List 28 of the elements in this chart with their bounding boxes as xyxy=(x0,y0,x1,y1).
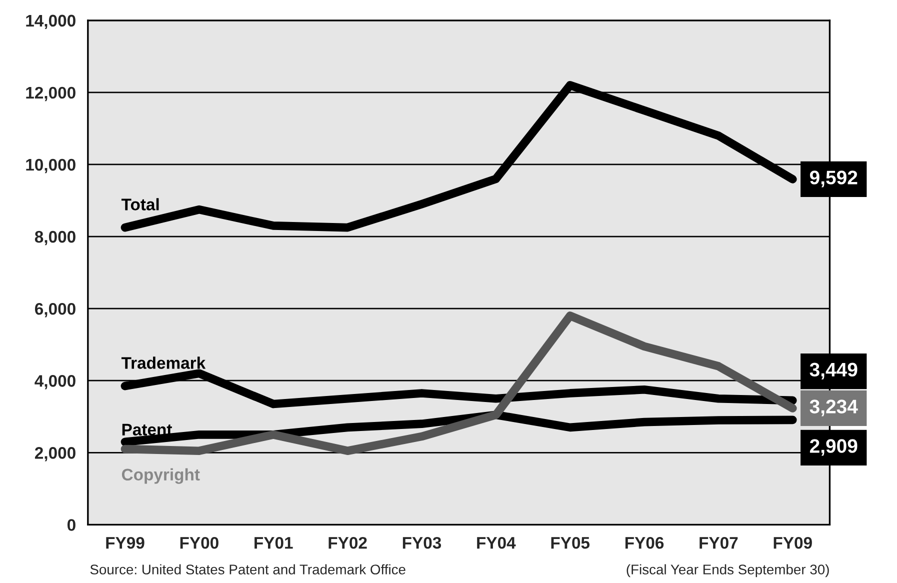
y-tick-label: 12,000 xyxy=(26,86,76,102)
y-tick-label: 0 xyxy=(67,519,76,531)
y-tick-label: 2,000 xyxy=(34,447,76,462)
source-note: Source: United States Patent and Trademark Office xyxy=(90,564,406,574)
x-tick-label: FY02 xyxy=(328,536,367,549)
data-label: 3,234 xyxy=(810,400,858,416)
data-label: 3,449 xyxy=(810,362,858,380)
x-tick-label: FY01 xyxy=(254,536,293,549)
y-tick-label: 8,000 xyxy=(34,230,76,246)
series-label: Total xyxy=(121,198,159,210)
y-tick-label: 10,000 xyxy=(26,158,76,174)
x-tick-label: FY99 xyxy=(106,536,144,549)
data-label: 2,909 xyxy=(810,439,858,456)
text: (Fiscal Year Ends September 30) xyxy=(626,564,829,578)
x-tick-label: FY00 xyxy=(180,536,218,549)
y-tick-label: 4,000 xyxy=(34,375,76,390)
x-tick-label: FY05 xyxy=(551,536,590,549)
x-tick-label: FY09 xyxy=(774,536,812,549)
x-tick-label: FY03 xyxy=(402,536,442,549)
x-tick-label: FY04 xyxy=(477,536,516,549)
data-label: 9,592 xyxy=(810,170,858,188)
series-label: Trademark xyxy=(121,356,206,369)
x-tick-label: FY07 xyxy=(700,536,738,549)
series-label: Patent xyxy=(122,424,172,436)
x-tick-label: FY06 xyxy=(625,536,664,549)
y-tick-label: 14,000 xyxy=(26,14,76,30)
y-tick-label: 6,000 xyxy=(35,302,76,318)
series-label: Copyright xyxy=(122,468,200,484)
